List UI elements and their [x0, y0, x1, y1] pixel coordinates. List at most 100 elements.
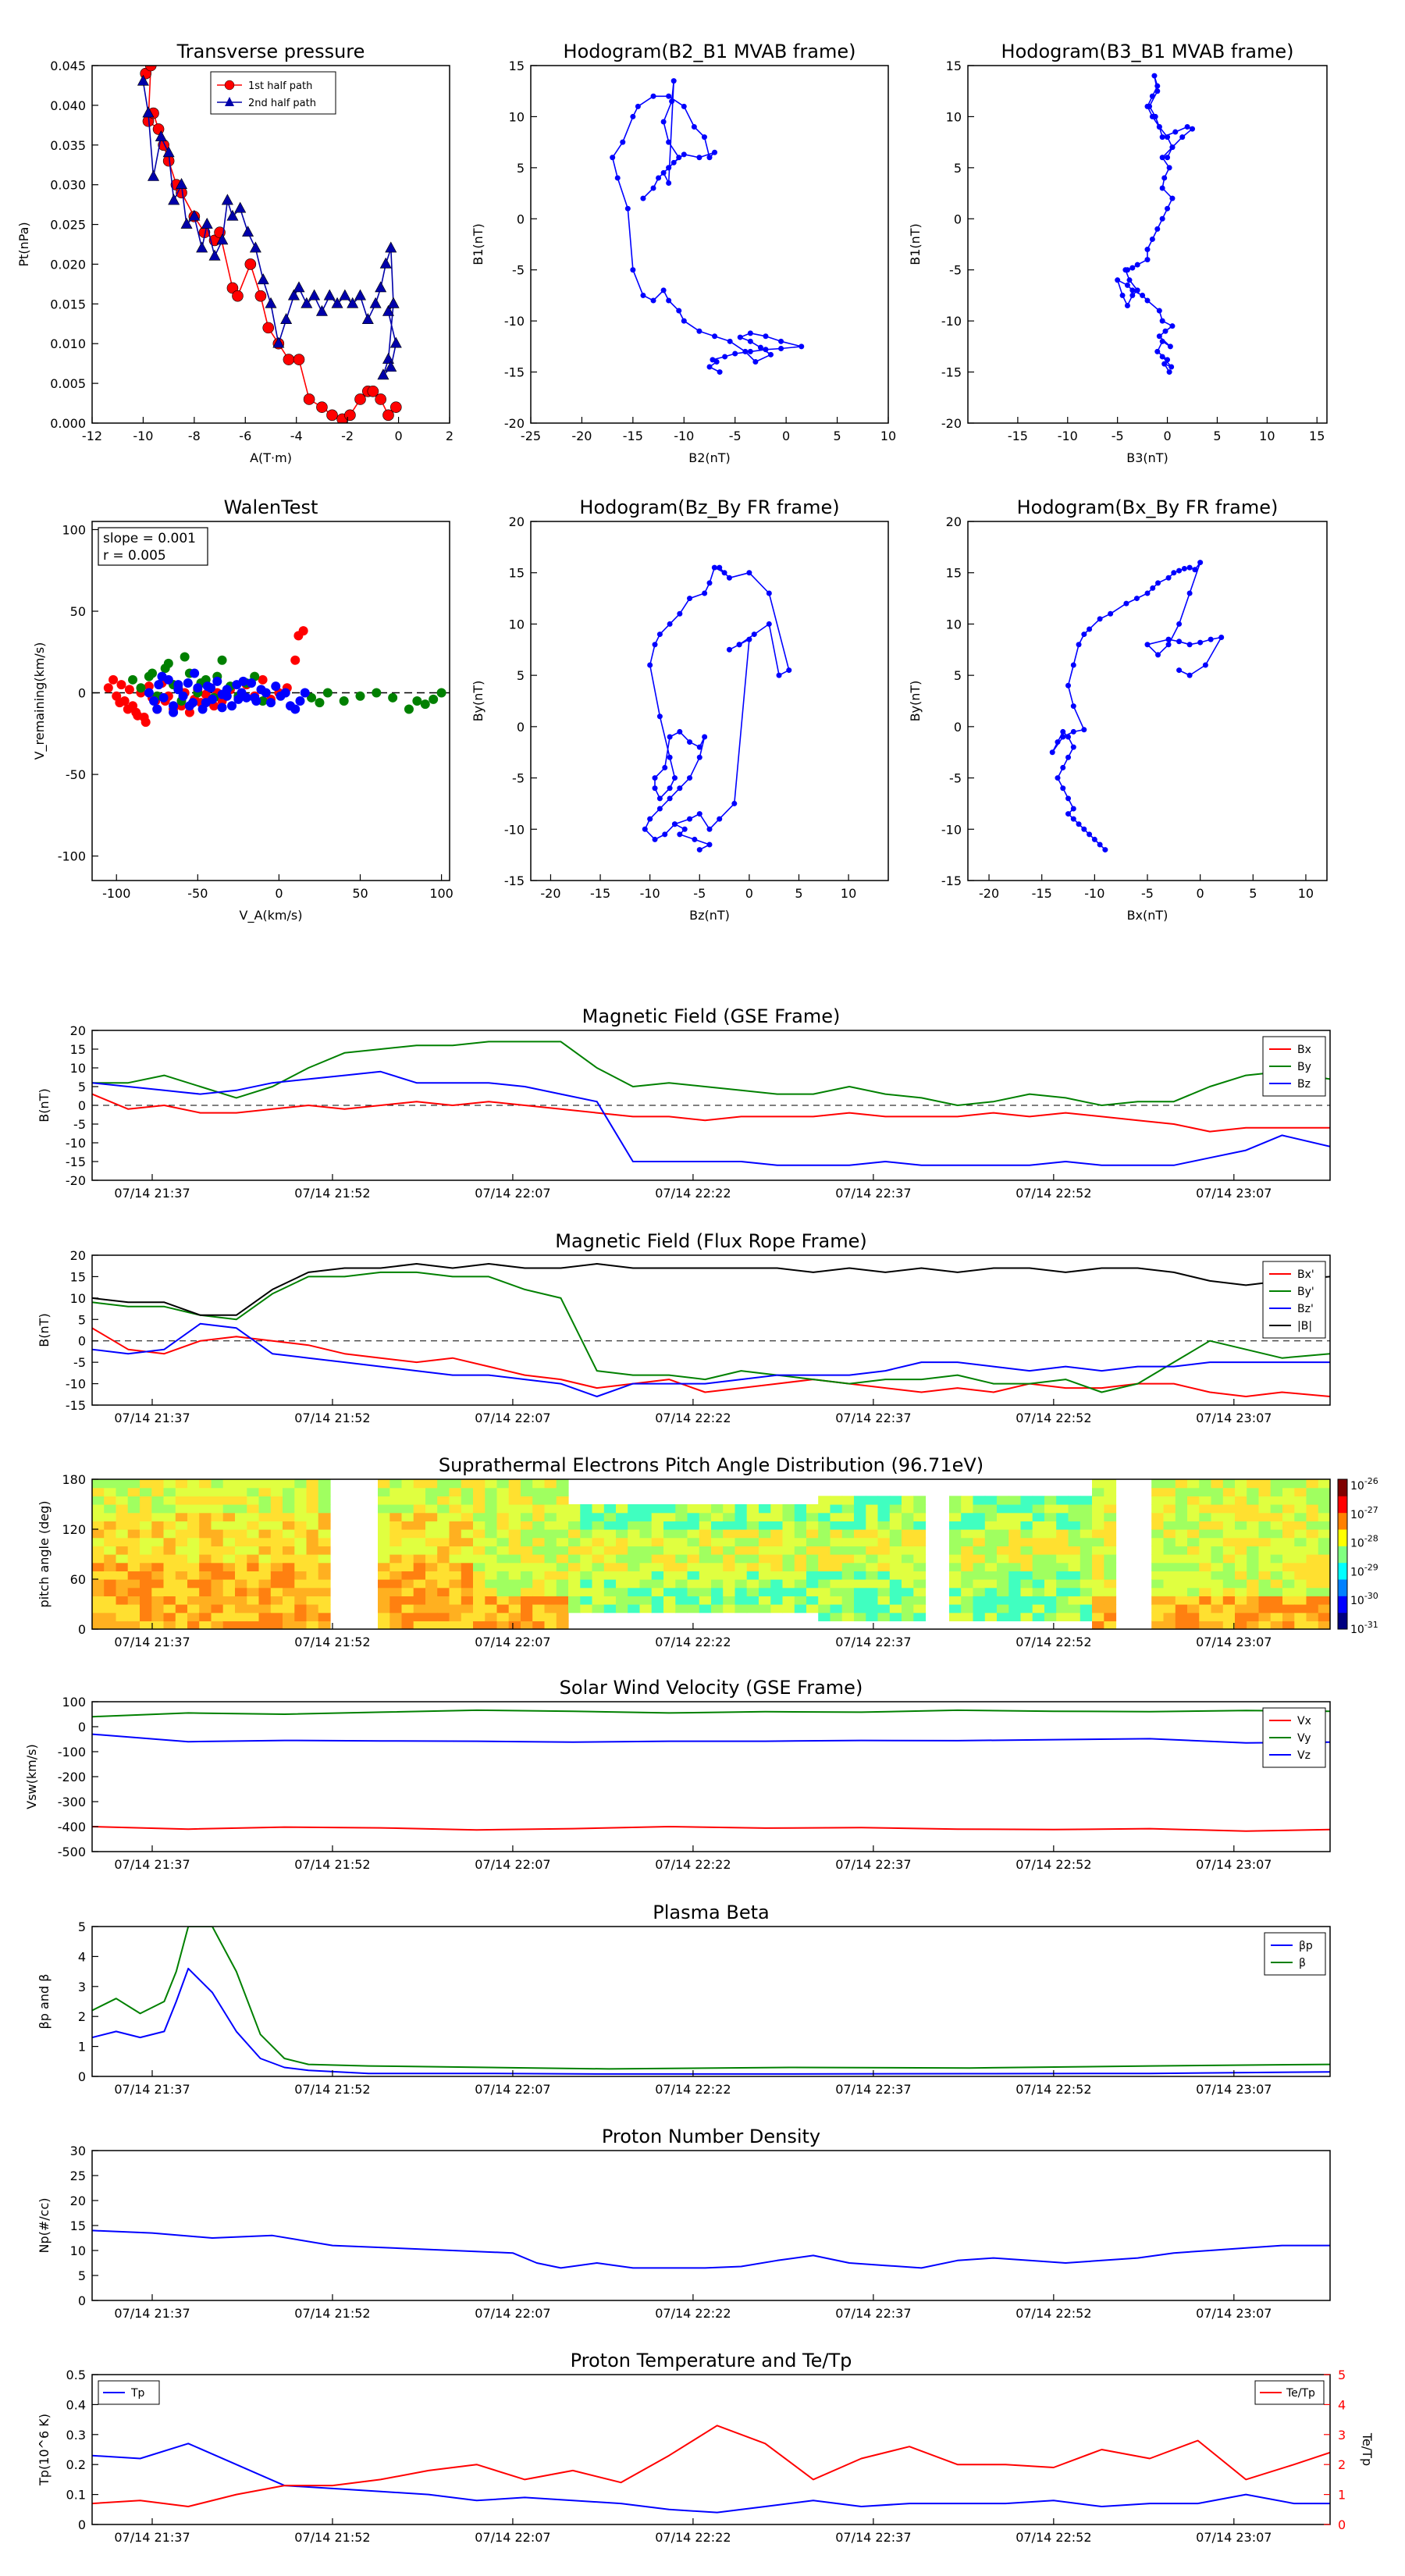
data-point — [702, 734, 708, 740]
data-point — [1165, 642, 1172, 648]
heat-cell — [187, 1604, 200, 1614]
data-point — [1133, 596, 1140, 602]
heat-cell — [973, 1521, 986, 1530]
heat-cell — [687, 1529, 700, 1539]
heat-cell — [473, 1596, 486, 1605]
y-tick-label: 10 — [946, 109, 962, 124]
heat-cell — [1306, 1512, 1319, 1521]
heat-cell — [877, 1579, 891, 1589]
heat-cell — [401, 1571, 414, 1580]
heat-cell — [877, 1546, 891, 1555]
heat-cell — [961, 1521, 973, 1530]
heat-cell — [984, 1587, 998, 1596]
heat-cell — [1187, 1529, 1200, 1539]
heat-cell — [949, 1604, 962, 1614]
heat-cell — [1282, 1587, 1295, 1596]
heat-cell — [1092, 1529, 1104, 1539]
heat-cell — [521, 1487, 533, 1496]
x-tick-label: 07/14 22:07 — [475, 1857, 550, 1872]
x-tick-label: 07/14 21:52 — [294, 2306, 370, 2321]
heat-cell — [211, 1604, 224, 1614]
heat-cell — [532, 1504, 546, 1514]
heat-cell — [461, 1529, 474, 1539]
heat-cell — [1247, 1521, 1260, 1530]
heat-cell — [270, 1479, 283, 1489]
heat-cell — [759, 1504, 771, 1514]
heat-cell — [378, 1587, 390, 1596]
heat-cell — [1294, 1587, 1307, 1596]
data-point — [382, 352, 394, 364]
heat-cell — [913, 1596, 927, 1605]
legend-label: Te/Tp — [1286, 2387, 1315, 2400]
data-point — [154, 680, 164, 690]
x-tick-label: 07/14 22:52 — [1016, 1186, 1091, 1201]
heat-cell — [997, 1512, 1009, 1521]
data-point — [676, 308, 682, 314]
heat-cell — [1080, 1521, 1093, 1530]
data-point — [1197, 639, 1204, 646]
heat-cell — [151, 1512, 165, 1521]
y-tick-label: -300 — [58, 1795, 86, 1809]
heat-cell — [294, 1521, 308, 1530]
heat-cell — [508, 1496, 521, 1505]
heat-cell — [1020, 1579, 1033, 1589]
colorbar-step — [1338, 1546, 1347, 1564]
heat-cell — [306, 1621, 319, 1629]
heat-cell — [140, 1612, 152, 1621]
axes-frame — [91, 2374, 1331, 2525]
data-point — [799, 343, 805, 350]
heat-cell — [782, 1596, 795, 1605]
heat-cell — [187, 1496, 200, 1505]
heat-cell — [556, 1579, 569, 1589]
heat-cell — [961, 1604, 973, 1614]
heat-cell — [1318, 1604, 1330, 1614]
data-point — [766, 621, 772, 627]
data-point — [1144, 642, 1151, 648]
heat-cell — [1294, 1504, 1307, 1514]
heat-cell — [556, 1487, 569, 1496]
heat-cell — [389, 1479, 403, 1489]
heat-cell — [889, 1571, 902, 1580]
heat-cell — [806, 1537, 819, 1546]
heat-cell — [913, 1571, 927, 1580]
heat-cell — [413, 1529, 426, 1539]
data-point — [706, 841, 713, 848]
heat-cell — [984, 1596, 998, 1605]
data-point — [1124, 282, 1130, 288]
series-0-line — [1116, 75, 1193, 373]
heat-cell — [544, 1562, 557, 1571]
heat-cell — [378, 1562, 390, 1571]
data-point — [1165, 205, 1171, 212]
heat-cell — [1056, 1521, 1069, 1530]
heat-cell — [425, 1621, 438, 1629]
heat-cell — [127, 1587, 140, 1596]
heat-cell — [949, 1612, 962, 1621]
heat-cell — [1294, 1596, 1307, 1605]
heat-cell — [973, 1612, 986, 1621]
heat-cell — [1080, 1546, 1093, 1555]
data-point — [786, 667, 792, 674]
heat-cell — [413, 1487, 426, 1496]
heat-cell — [711, 1512, 724, 1521]
heat-cell — [1222, 1587, 1236, 1596]
heat-cell — [735, 1546, 748, 1555]
heat-cell — [175, 1521, 188, 1530]
heat-cell — [699, 1596, 712, 1605]
heat-cell — [759, 1579, 771, 1589]
heat-cell — [294, 1496, 308, 1505]
heat-cell — [140, 1529, 152, 1539]
data-point — [706, 826, 713, 832]
heat-cell — [532, 1537, 546, 1546]
heat-cell — [163, 1479, 176, 1489]
heat-cell — [580, 1604, 593, 1614]
heat-cell — [151, 1571, 165, 1580]
heat-cell — [746, 1571, 759, 1580]
heat-cell — [1187, 1546, 1200, 1555]
heat-cell — [544, 1537, 557, 1546]
heat-cell — [592, 1571, 605, 1580]
heat-cell — [473, 1529, 486, 1539]
data-point — [301, 297, 313, 308]
heat-cell — [1008, 1596, 1022, 1605]
heat-cell — [1104, 1496, 1117, 1505]
heat-cell — [1092, 1546, 1104, 1555]
